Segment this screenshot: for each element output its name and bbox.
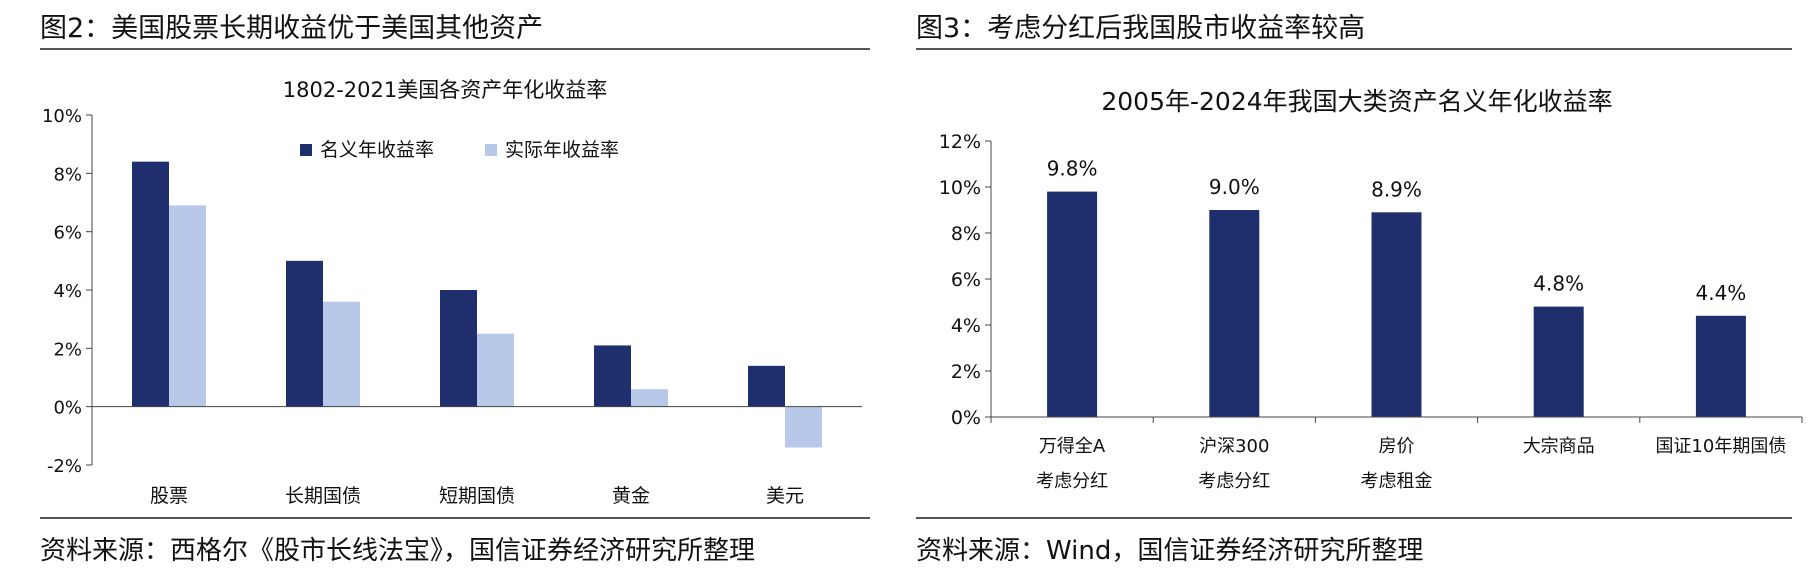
left-category-label: 长期国债 [285, 485, 361, 507]
left-bar-nominal [132, 161, 169, 407]
left-category-label: 美元 [766, 485, 804, 507]
right-figure-title: 图3：考虑分红后我国股市收益率较高 [916, 13, 1366, 44]
left-y-tick-label: 10% [42, 106, 82, 127]
right-category-label: 万得全A [1039, 436, 1106, 457]
left-legend-label: 名义年收益率 [320, 139, 434, 161]
left-bar-real [323, 301, 360, 407]
left-bar-chart: 1802-2021美国各资产年化收益率 10% 8% 6% 4% 2% 0% -2% 股票 长期国… [42, 78, 862, 507]
right-panel: 图3：考虑分红后我国股市收益率较高 2005年-2024年我国大类资产名义年化收… [912, 0, 1812, 587]
left-bar-real [785, 406, 822, 448]
right-bar [1047, 191, 1098, 417]
right-data-label: 9.0% [1209, 175, 1260, 199]
right-chart-title: 2005年-2024年我国大类资产名义年化收益率 [1101, 87, 1612, 116]
right-source-note: 资料来源：Wind，国信证券经济研究所整理 [916, 536, 1424, 566]
left-category-label: 短期国债 [439, 485, 515, 507]
right-bar-chart: 2005年-2024年我国大类资产名义年化收益率 12% 10% 8% 6% 4% 2% 0%… [939, 87, 1803, 492]
left-legend-swatch [485, 144, 497, 156]
right-data-label: 4.4% [1695, 281, 1746, 305]
right-category-label: 国证10年期国债 [1655, 436, 1786, 457]
right-data-label: 4.8% [1533, 272, 1584, 296]
left-y-tick-label: 6% [53, 223, 82, 244]
left-y-tick-label: 2% [53, 339, 82, 360]
left-category-label: 股票 [150, 485, 188, 507]
left-panel: 图2：美国股票长期收益优于美国其他资产 1802-2021美国各资产年化收益率 1… [0, 0, 880, 587]
right-y-tick-label: 6% [951, 269, 981, 291]
left-figure-title: 图2：美国股票长期收益优于美国其他资产 [40, 13, 544, 44]
left-bar-nominal [440, 290, 477, 407]
left-y-tick-label: -2% [47, 456, 82, 477]
right-data-label: 8.9% [1371, 177, 1422, 201]
left-y-tick-label: 4% [53, 281, 82, 302]
right-y-tick-label: 12% [939, 131, 981, 153]
right-data-label: 9.8% [1047, 157, 1098, 181]
right-bar [1695, 315, 1746, 417]
right-bar [1209, 210, 1260, 417]
left-chart-title: 1802-2021美国各资产年化收益率 [283, 78, 607, 102]
right-y-tick-label: 10% [939, 177, 981, 199]
right-y-tick-label: 8% [951, 223, 981, 245]
left-category-label: 黄金 [612, 485, 650, 507]
left-bar-nominal [748, 365, 785, 407]
right-bar [1533, 306, 1584, 417]
right-top-rule [916, 48, 1792, 50]
right-category-label: 沪深300 [1199, 436, 1269, 457]
left-legend-swatch [300, 144, 312, 156]
right-bottom-rule [916, 517, 1792, 519]
right-y-tick-label: 0% [951, 407, 981, 429]
right-y-tick-label: 4% [951, 315, 981, 337]
right-category-label: 房价 [1379, 436, 1415, 457]
right-category-label: 考虑租金 [1361, 471, 1433, 492]
left-bar-real [169, 205, 206, 407]
left-top-rule [40, 48, 870, 50]
left-bar-nominal [594, 345, 631, 407]
right-category-label: 考虑分红 [1036, 471, 1108, 492]
left-legend-label: 实际年收益率 [505, 139, 619, 161]
left-y-tick-label: 8% [53, 164, 82, 185]
right-y-tick-label: 2% [951, 361, 981, 383]
left-bar-nominal [286, 260, 323, 407]
left-bar-real [477, 333, 514, 407]
left-y-tick-label: 0% [53, 398, 82, 419]
right-bar [1371, 212, 1422, 417]
left-bar-real [631, 389, 668, 407]
left-source-note: 资料来源：西格尔《股市长线法宝》，国信证券经济研究所整理 [40, 536, 756, 566]
right-category-label: 大宗商品 [1523, 436, 1595, 457]
right-category-label: 考虑分红 [1198, 471, 1270, 492]
left-bottom-rule [40, 517, 870, 519]
